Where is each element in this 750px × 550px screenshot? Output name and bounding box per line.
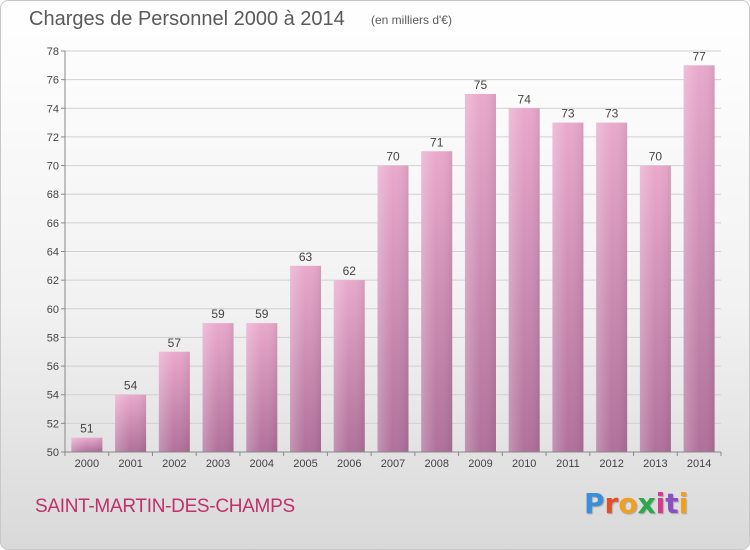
bar-value-label: 73 [605,107,619,121]
y-tick-label: 70 [47,161,59,173]
bar-value-label: 59 [255,307,269,321]
chart-title: Charges de Personnel 2000 à 2014 [29,8,345,30]
bar-highlight [71,437,103,452]
bar-value-label: 62 [343,264,357,278]
bar-highlight [202,323,234,452]
bar-highlight [683,65,715,453]
bar-value-label: 73 [561,107,575,121]
bar-value-label: 59 [211,307,225,321]
y-tick-label: 74 [47,103,59,115]
bar-value-label: 70 [649,150,663,164]
bar-value-label: 63 [299,250,313,264]
y-tick-label: 50 [47,447,59,459]
logo-letter: i [678,487,689,520]
bar-value-label: 74 [518,92,532,106]
bar-value-label: 75 [474,78,488,92]
y-tick-label: 58 [47,332,59,344]
x-tick-label: 2007 [381,458,405,470]
bar-highlight [508,108,540,453]
x-tick-label: 2011 [556,458,580,470]
y-tick-label: 52 [47,418,59,430]
bar-highlight [246,323,278,452]
y-tick-label: 66 [47,218,59,230]
y-tick-label: 64 [47,247,59,259]
bar-highlight [115,394,147,452]
bar-highlight [333,280,365,452]
bar-highlight [421,151,453,452]
bars: 51 54 57 59 59 63 62 70 71 75 74 73 73 70 77 [71,49,715,453]
y-tick-label: 78 [47,46,59,58]
x-tick-label: 2002 [162,458,186,470]
y-tick-label: 68 [47,189,59,201]
bar-value-label: 54 [124,379,138,393]
bar-highlight [552,122,584,452]
bar-value-label: 71 [430,135,444,149]
y-tick-label: 76 [47,75,59,87]
logo-letter: r [604,487,619,520]
y-tick-label: 54 [47,390,59,402]
x-tick-label: 2004 [250,458,274,470]
bar-highlight [377,165,409,453]
y-tick-label: 56 [47,361,59,373]
bar-highlight [464,93,496,452]
bar-value-label: 77 [692,49,706,63]
axes: 50 52 54 56 58 60 62 64 66 68 70 72 74 76 78 2000 2001 20… [47,46,722,470]
logo-letter: P [584,487,605,520]
logo-letter: i [655,487,666,520]
x-tick-label: 2014 [687,458,711,470]
bar-highlight [639,165,671,453]
y-tick-label: 62 [47,275,59,287]
bar-value-label: 70 [386,150,400,164]
y-tick-label: 72 [47,132,59,144]
x-tick-label: 2009 [468,458,492,470]
x-tick-label: 2003 [206,458,230,470]
y-tick-label: 60 [47,304,59,316]
logo-letter: o [618,487,638,520]
chart-subtitle: (en milliers d'€) [371,13,452,27]
x-tick-label: 2013 [643,458,667,470]
bar-highlight [290,265,322,452]
bar-value-label: 51 [80,422,94,436]
logo-letter: x [637,487,656,520]
logo-letter: t [665,487,679,520]
proxiti-logo[interactable]: Proxiti [584,487,688,520]
bar-highlight [158,351,190,452]
x-tick-label: 2008 [424,458,448,470]
x-tick-label: 2005 [293,458,317,470]
bar-highlight [596,122,628,452]
x-tick-label: 2001 [118,458,142,470]
commune-name: SAINT-MARTIN-DES-CHAMPS [35,496,295,517]
x-tick-label: 2000 [75,458,99,470]
bar-value-label: 57 [168,336,182,350]
x-tick-label: 2006 [337,458,361,470]
x-tick-label: 2012 [599,458,623,470]
x-tick-label: 2010 [512,458,536,470]
